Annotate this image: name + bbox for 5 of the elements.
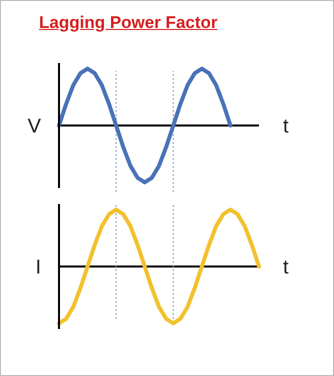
y-axis-title: V	[28, 116, 42, 138]
x-axis-title: t	[283, 116, 289, 138]
y-axis-title: I	[35, 256, 41, 279]
x-axis-title: t	[283, 256, 289, 279]
chart-title: Lagging Power Factor	[39, 13, 218, 33]
